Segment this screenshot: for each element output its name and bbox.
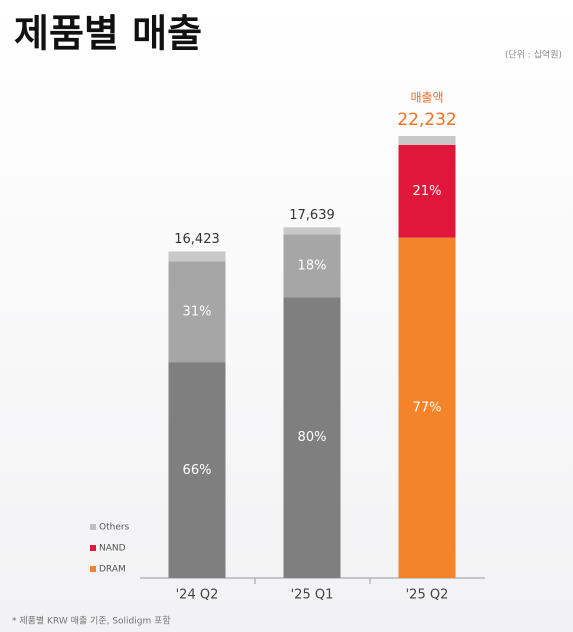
x-tick-label: '25 Q1 (291, 588, 334, 603)
total-label: 22,232 (397, 110, 456, 130)
segment-label: 21% (413, 184, 442, 199)
total-label: 17,639 (289, 208, 335, 223)
segment-label: 66% (183, 463, 212, 478)
bar-segment (283, 234, 341, 298)
segment-label: 18% (298, 258, 327, 273)
bar-segment (398, 144, 456, 238)
segment-label: 77% (413, 400, 442, 415)
x-tick-label: '24 Q2 (176, 588, 219, 603)
bar-segment (283, 227, 341, 235)
legend-swatch (90, 545, 96, 551)
chart-title: 제품별 매출 (14, 12, 202, 56)
segment-label: 80% (298, 430, 327, 445)
footnote: * 제품별 KRW 매출 기준, Solidigm 포함 (12, 616, 171, 627)
annotation: 매출액 (410, 91, 443, 105)
bar-segment (168, 261, 226, 363)
legend-label: NAND (99, 544, 126, 554)
unit-label: (단위 : 십억원) (505, 49, 562, 61)
legend-swatch (90, 566, 96, 572)
bar-segment (398, 136, 456, 145)
bar-segment (398, 237, 456, 578)
legend-label: DRAM (99, 565, 126, 575)
bar-segment (168, 362, 226, 578)
bar-segment (283, 297, 341, 578)
total-label: 16,423 (174, 232, 220, 247)
segment-label: 31% (183, 304, 212, 319)
legend-swatch (90, 524, 96, 530)
bar-segment (168, 251, 226, 262)
x-tick-label: '25 Q2 (406, 588, 449, 603)
legend-label: Others (99, 523, 130, 533)
